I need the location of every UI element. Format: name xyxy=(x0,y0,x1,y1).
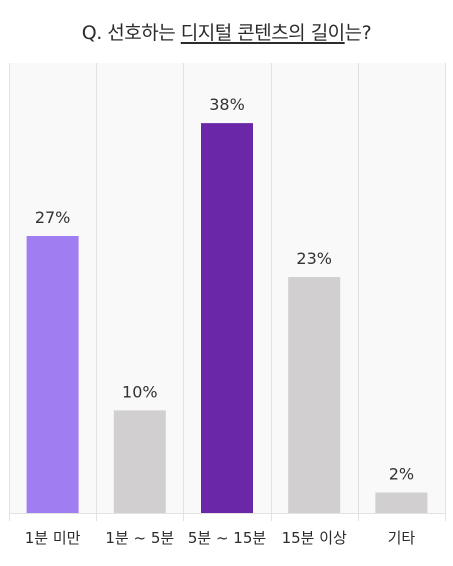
bar xyxy=(288,277,341,513)
bar xyxy=(375,492,428,513)
x-tick-label: 1분 ~ 5분 xyxy=(105,529,174,547)
bar xyxy=(26,235,79,514)
title-prefix: Q. 선호하는 xyxy=(81,22,181,44)
x-tick-label: 5분 ~ 15분 xyxy=(188,529,267,547)
bar xyxy=(201,123,253,514)
data-label: 10% xyxy=(122,382,158,401)
x-tick-label: 15분 이상 xyxy=(282,529,347,547)
data-label: 23% xyxy=(296,249,332,268)
data-label: 2% xyxy=(389,464,414,483)
title-highlight: 디지털 콘텐츠의 길이 xyxy=(180,22,345,44)
x-tick-label: 기타 xyxy=(388,529,416,547)
title-suffix: 는? xyxy=(344,22,372,44)
chart-title: Q. 선호하는 디지털 콘텐츠의 길이는? xyxy=(0,18,453,45)
data-label: 38% xyxy=(209,95,245,114)
bar xyxy=(113,410,166,513)
x-tick-label: 1분 미만 xyxy=(25,529,81,547)
data-label: 27% xyxy=(35,208,71,227)
